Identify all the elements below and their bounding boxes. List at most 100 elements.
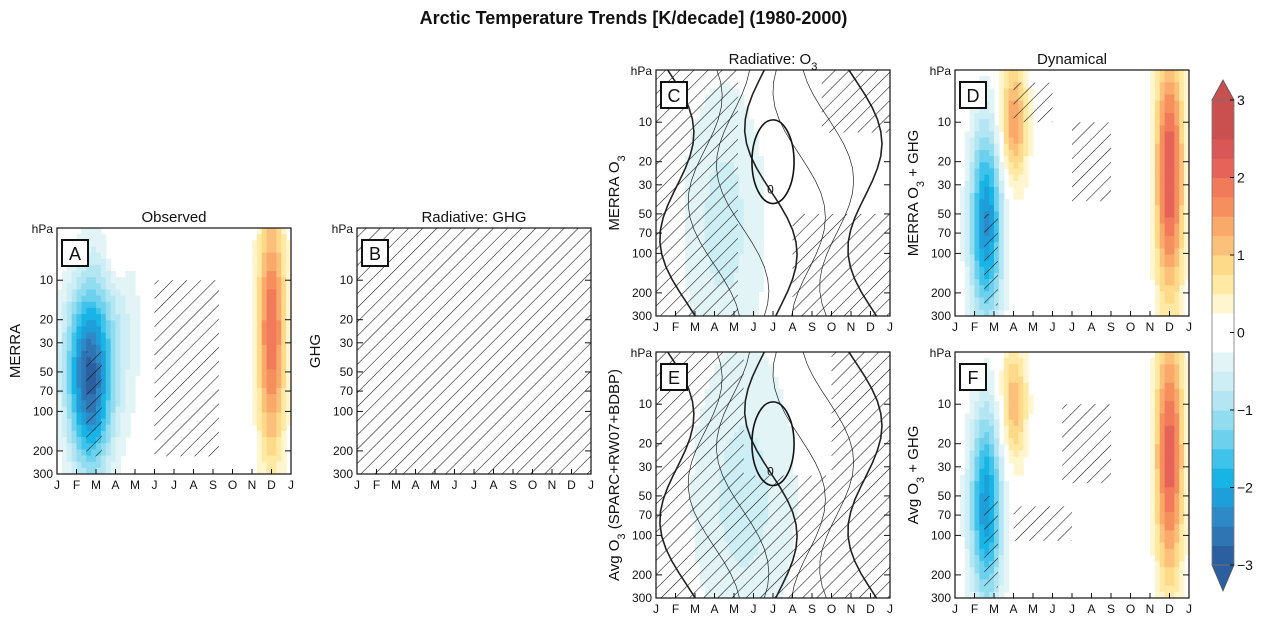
heatmap-cell xyxy=(115,437,121,444)
heatmap-cell xyxy=(271,406,277,414)
heatmap-cell xyxy=(1174,88,1180,96)
heatmap-cell xyxy=(1150,242,1156,249)
heatmap-cell xyxy=(738,272,745,280)
heatmap-cell xyxy=(1150,149,1156,157)
heatmap-cell xyxy=(1184,413,1189,421)
heatmap-cell xyxy=(261,467,268,474)
heatmap-cell xyxy=(1154,143,1161,151)
heatmap-cell xyxy=(964,309,971,316)
heatmap-cell xyxy=(1179,223,1185,231)
heatmap-cell xyxy=(1184,217,1189,225)
heatmap-cell xyxy=(105,307,112,315)
heatmap-cell xyxy=(100,437,107,444)
heatmap-cell xyxy=(1159,376,1166,384)
heatmap-cell xyxy=(1184,168,1189,176)
heatmap-cell xyxy=(125,406,131,414)
heatmap-cell xyxy=(266,418,273,426)
x-tick-label: J xyxy=(751,320,757,334)
heatmap-cell xyxy=(266,344,273,352)
heatmap-cell xyxy=(989,180,995,188)
heatmap-cell xyxy=(1164,382,1171,390)
heatmap-cell xyxy=(969,309,976,316)
heatmap-cell xyxy=(1003,370,1010,378)
heatmap-cell xyxy=(1003,407,1010,415)
heatmap-cell xyxy=(1179,554,1185,562)
heatmap-cell xyxy=(281,320,287,327)
heatmap-cell xyxy=(105,467,112,474)
heatmap-cell xyxy=(738,285,745,292)
heatmap-cell xyxy=(753,156,759,163)
heatmap-cell xyxy=(261,375,268,383)
heatmap-cell xyxy=(281,307,287,315)
heatmap-cell xyxy=(738,113,745,120)
heatmap-cell xyxy=(1013,143,1019,151)
heatmap-cell xyxy=(1179,407,1185,415)
heatmap-cell xyxy=(1013,395,1019,402)
panel-title: Observed xyxy=(141,209,206,226)
y-axis-unit: hPa xyxy=(32,222,54,236)
heatmap-cell xyxy=(1150,168,1156,176)
heatmap-cell xyxy=(1013,119,1019,126)
heatmap-cell xyxy=(115,351,121,358)
heatmap-cell xyxy=(1154,487,1161,495)
heatmap-cell xyxy=(989,487,995,495)
heatmap-cell xyxy=(1179,125,1185,133)
heatmap-cell xyxy=(130,369,136,377)
heatmap-cell xyxy=(1154,94,1161,102)
heatmap-cell xyxy=(61,338,68,346)
heatmap-cell xyxy=(256,357,263,364)
heatmap-cell xyxy=(969,530,976,538)
heatmap-cell xyxy=(964,254,971,262)
heatmap-cell xyxy=(1003,395,1010,402)
heatmap-cell xyxy=(984,205,990,213)
heatmap-cell xyxy=(1003,505,1010,513)
heatmap-cell xyxy=(1169,168,1175,176)
heatmap-cell xyxy=(979,248,985,256)
heatmap-cell xyxy=(1018,395,1024,402)
colorbar-segment xyxy=(1212,351,1234,372)
heatmap-cell xyxy=(989,125,995,133)
heatmap-cell xyxy=(758,279,764,286)
y-tick-label: 70 xyxy=(639,508,653,522)
heatmap-cell xyxy=(1150,499,1156,507)
heatmap-cell xyxy=(100,277,107,284)
heatmap-cell xyxy=(130,332,136,340)
heatmap-cell xyxy=(130,357,136,364)
heatmap-cell xyxy=(61,381,68,389)
heatmap-cell xyxy=(1164,260,1171,268)
heatmap-cell xyxy=(1018,376,1024,384)
heatmap-cell xyxy=(1169,236,1175,243)
heatmap-cell xyxy=(1184,431,1189,439)
heatmap-cell xyxy=(91,467,97,474)
heatmap-cell xyxy=(271,314,277,321)
heatmap-cell xyxy=(76,455,82,463)
heatmap-cell xyxy=(81,264,87,272)
heatmap-cell xyxy=(758,211,764,219)
heatmap-cell xyxy=(130,338,136,346)
heatmap-cell xyxy=(1154,382,1161,390)
heatmap-cell xyxy=(91,344,97,352)
heatmap-cell xyxy=(76,449,82,457)
heatmap-cell xyxy=(61,271,68,278)
heatmap-cell xyxy=(130,289,136,297)
y-tick-label: 10 xyxy=(40,273,54,287)
heatmap-cell xyxy=(1164,272,1171,280)
heatmap-cell xyxy=(768,425,774,433)
heatmap-cell xyxy=(286,394,291,401)
heatmap-cell xyxy=(130,406,136,414)
heatmap-cell xyxy=(105,430,112,438)
heatmap-cell xyxy=(738,186,745,194)
heatmap-cell xyxy=(96,258,102,266)
heatmap-cell xyxy=(763,456,769,464)
heatmap-cell xyxy=(1154,505,1161,513)
heatmap-cell xyxy=(71,387,78,395)
heatmap-cell xyxy=(1159,450,1166,458)
heatmap-cell xyxy=(974,217,980,225)
heatmap-cell xyxy=(748,303,755,311)
heatmap-cell xyxy=(100,369,107,377)
heatmap-cell xyxy=(753,419,759,427)
heatmap-cell xyxy=(1164,119,1171,126)
heatmap-cell xyxy=(758,242,764,249)
heatmap-cell xyxy=(758,450,764,458)
